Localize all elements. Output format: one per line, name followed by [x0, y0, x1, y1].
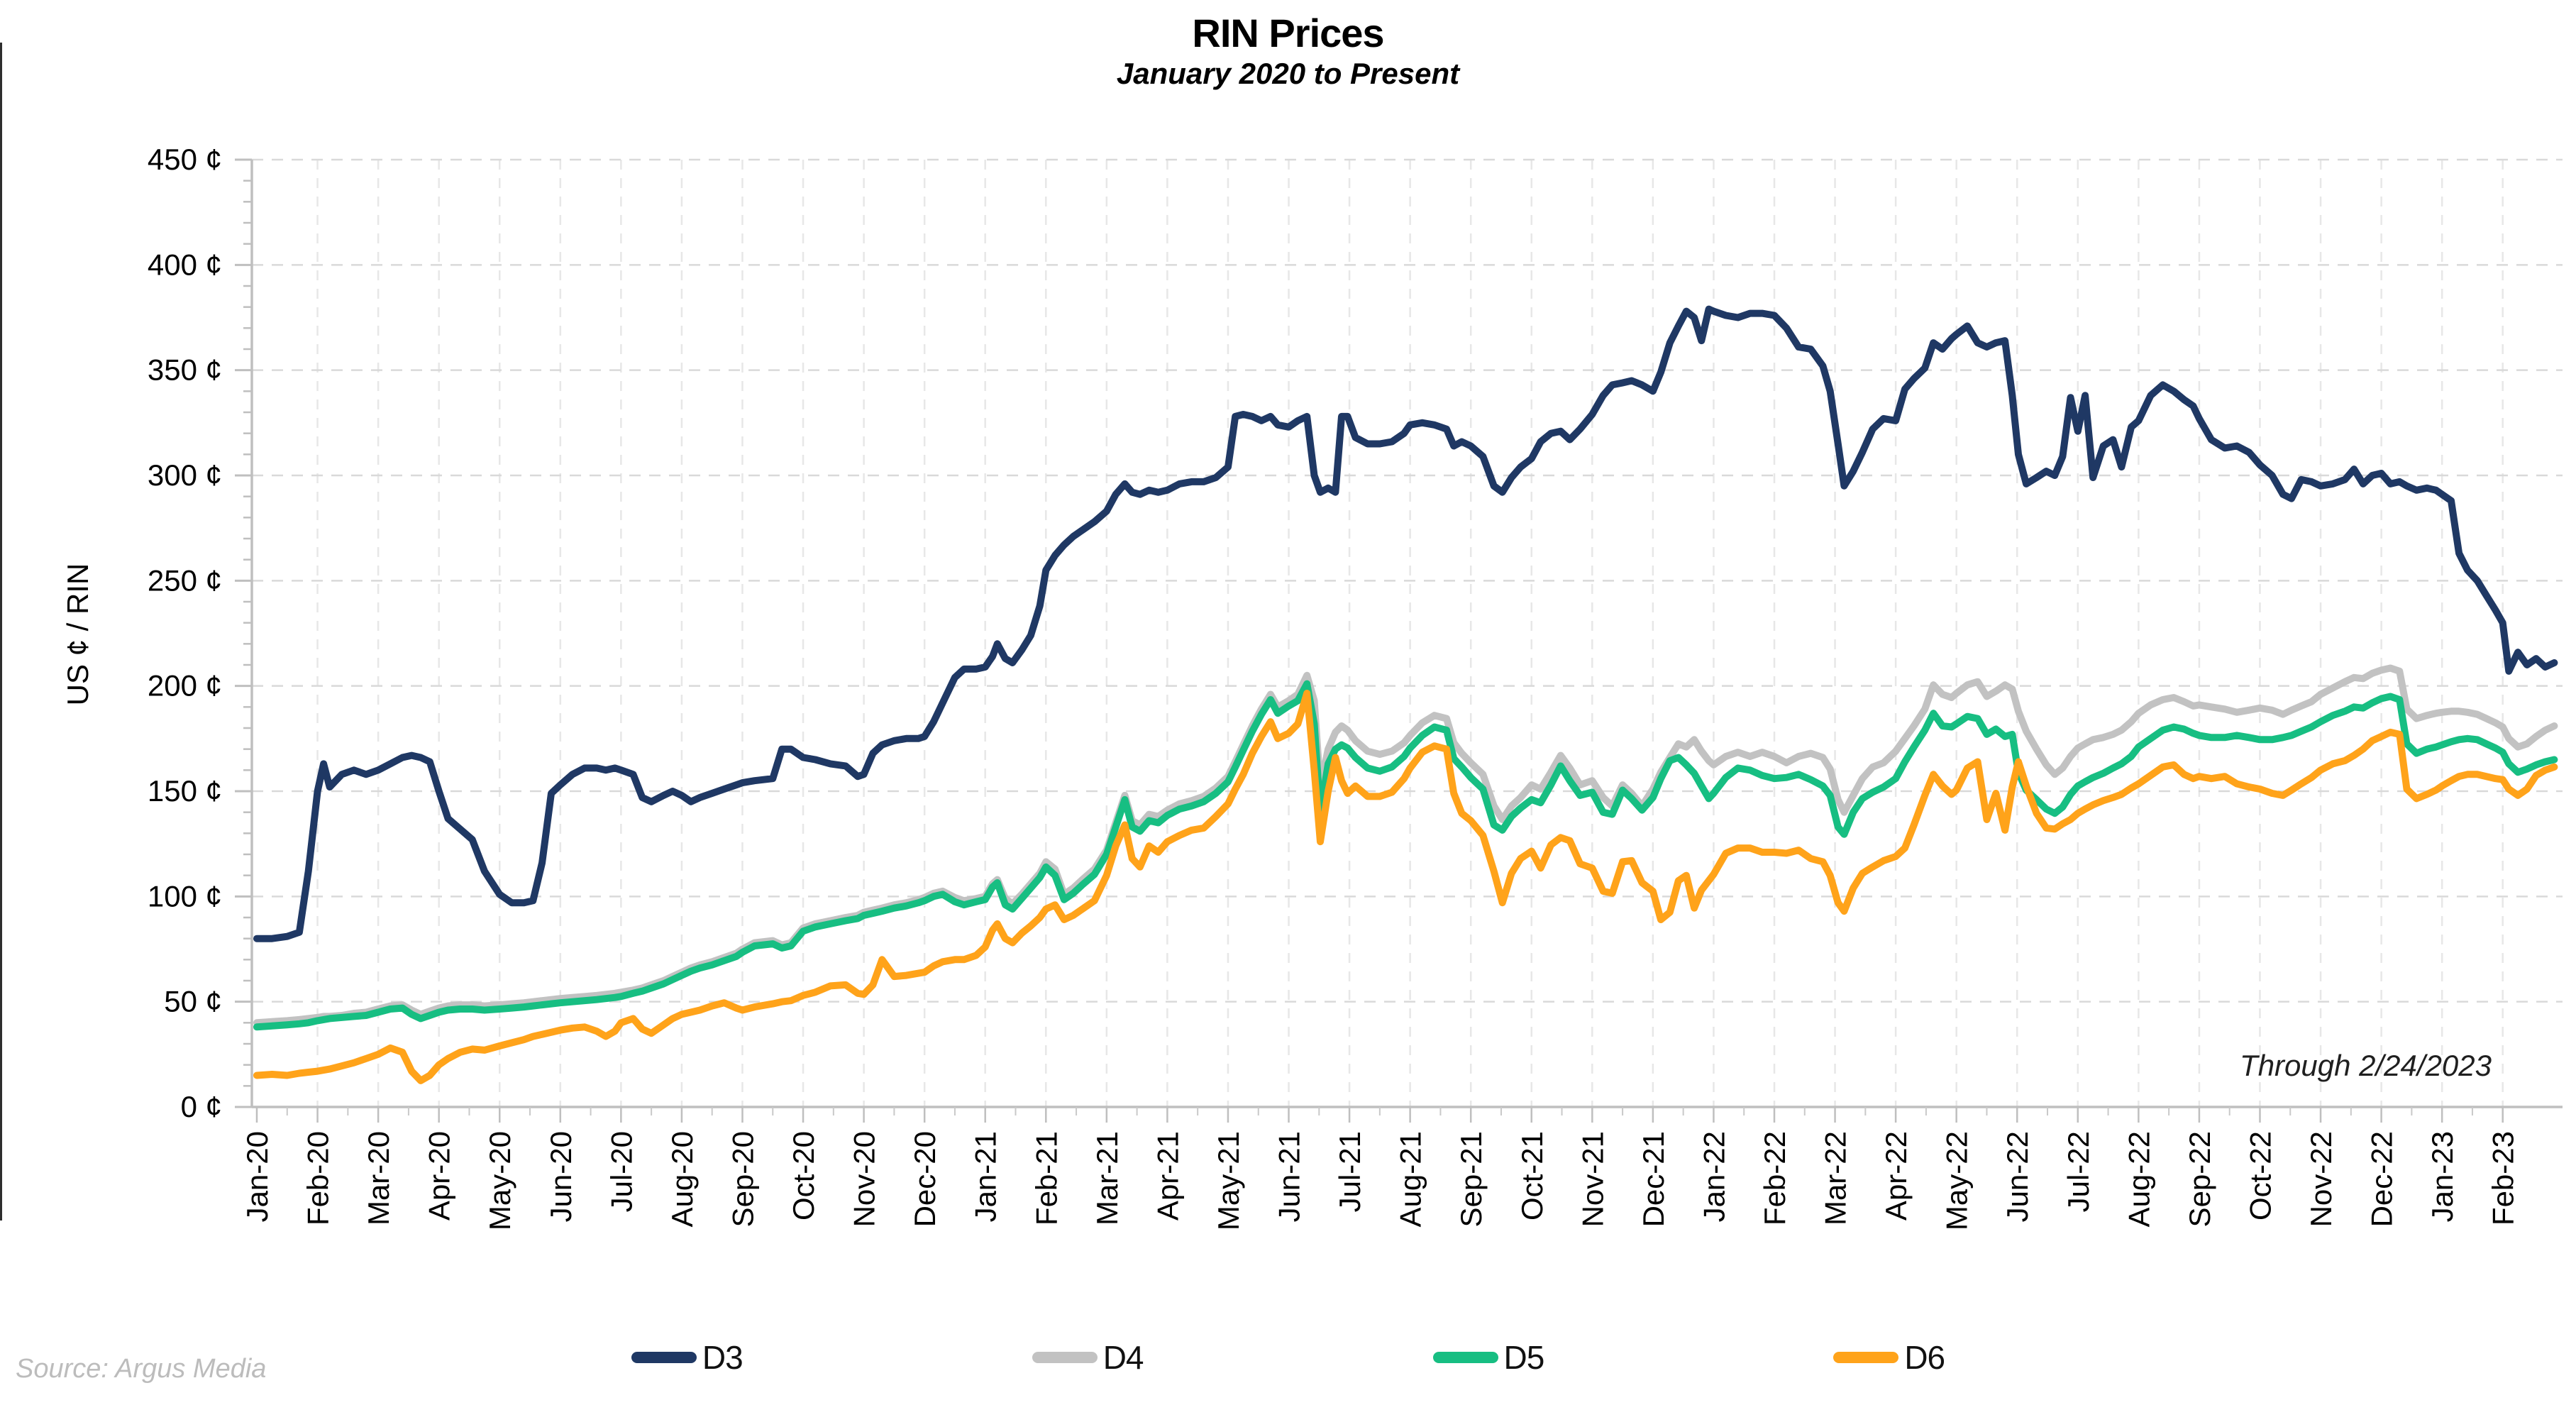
x-tick-label: Sep-22 [2183, 1131, 2216, 1227]
y-tick-label: 50 ¢ [164, 985, 222, 1018]
y-tick-label: 450 ¢ [148, 143, 222, 176]
series-line-d3 [253, 305, 2558, 942]
y-tick-label: 150 ¢ [148, 774, 222, 808]
x-tick-label: Jul-20 [604, 1131, 638, 1212]
y-tick-label: 100 ¢ [148, 879, 222, 913]
legend-item-d4: D4 [1032, 1338, 1144, 1377]
x-tick-label: Feb-22 [1758, 1131, 1791, 1225]
x-tick-label: Apr-20 [423, 1131, 456, 1221]
x-tick-label: Mar-20 [362, 1131, 395, 1225]
x-tick-label: Feb-21 [1029, 1131, 1063, 1225]
x-tick-label: Aug-22 [2122, 1131, 2155, 1227]
window-left-edge [0, 43, 2, 1221]
x-tick-label: Jun-20 [544, 1131, 577, 1222]
legend-item-d5: D5 [1432, 1338, 1545, 1377]
x-tick-label: Feb-23 [2487, 1131, 2520, 1225]
x-tick-label: Sep-20 [726, 1131, 759, 1227]
page-subtitle: January 2020 to Present [1116, 57, 1460, 90]
y-tick-label: 250 ¢ [148, 563, 222, 597]
page-title: RIN Prices [1192, 11, 1384, 55]
x-tick-label: Nov-21 [1576, 1131, 1609, 1227]
y-tick-label: 350 ¢ [148, 353, 222, 387]
series-line-d5 [253, 680, 2558, 1031]
x-tick-label: Sep-21 [1454, 1131, 1488, 1227]
source-attribution: Source: Argus Media [16, 1354, 267, 1384]
x-tick-label: Jan-20 [241, 1131, 274, 1222]
x-tick-label: Aug-20 [665, 1131, 699, 1227]
x-tick-label: Mar-21 [1090, 1131, 1124, 1225]
x-tick-label: Mar-22 [1819, 1131, 1852, 1225]
legend-label-d5: D5 [1503, 1339, 1545, 1376]
x-tick-label: May-21 [1212, 1131, 1245, 1230]
x-tick-label: Apr-22 [1879, 1131, 1913, 1221]
x-tick-label: Dec-20 [908, 1131, 941, 1227]
x-tick-label: Dec-22 [2365, 1131, 2399, 1227]
x-tick-label: Jun-21 [1273, 1131, 1306, 1222]
x-tick-label: Jun-22 [2001, 1131, 2034, 1222]
y-tick-label: 200 ¢ [148, 669, 222, 702]
legend-item-d3: D3 [631, 1338, 743, 1377]
x-tick-label: Jan-21 [969, 1131, 1002, 1222]
x-tick-label: May-20 [483, 1131, 516, 1230]
legend-swatch-d6 [1833, 1352, 1899, 1363]
chart-legend: D3 D4 D5 D6 [0, 1338, 2576, 1377]
x-tick-label: Nov-22 [2304, 1131, 2338, 1227]
x-tick-label: Jul-21 [1333, 1131, 1366, 1212]
legend-label-d4: D4 [1102, 1339, 1144, 1376]
legend-label-d3: D3 [702, 1339, 743, 1376]
x-tick-label: Dec-21 [1637, 1131, 1670, 1227]
x-tick-label: Jan-22 [1697, 1131, 1730, 1222]
y-tick-label: 400 ¢ [148, 248, 222, 281]
x-tick-label: Jul-22 [2062, 1131, 2095, 1212]
legend-swatch-d5 [1432, 1352, 1498, 1363]
x-tick-label: Apr-21 [1151, 1131, 1184, 1221]
x-tick-label: Oct-22 [2243, 1131, 2277, 1221]
legend-swatch-d4 [1032, 1352, 1098, 1363]
x-tick-label: Jan-23 [2426, 1131, 2459, 1222]
x-tick-label: Oct-21 [1515, 1131, 1549, 1221]
x-tick-label: May-22 [1940, 1131, 1974, 1230]
x-tick-label: Feb-20 [302, 1131, 335, 1225]
legend-swatch-d3 [631, 1352, 697, 1363]
series-line-d6 [253, 690, 2558, 1084]
series-line-d4 [253, 664, 2558, 1027]
y-tick-label: 0 ¢ [181, 1090, 222, 1123]
through-date-annotation: Through 2/24/2023 [2240, 1049, 2492, 1082]
x-tick-label: Nov-20 [848, 1131, 881, 1227]
x-tick-label: Aug-21 [1394, 1131, 1427, 1227]
legend-label-d6: D6 [1904, 1339, 1945, 1376]
y-tick-label: 300 ¢ [148, 458, 222, 492]
y-axis-title: US ¢ / RIN [61, 563, 94, 706]
x-tick-label: Oct-20 [787, 1131, 820, 1221]
legend-item-d6: D6 [1833, 1338, 1945, 1377]
